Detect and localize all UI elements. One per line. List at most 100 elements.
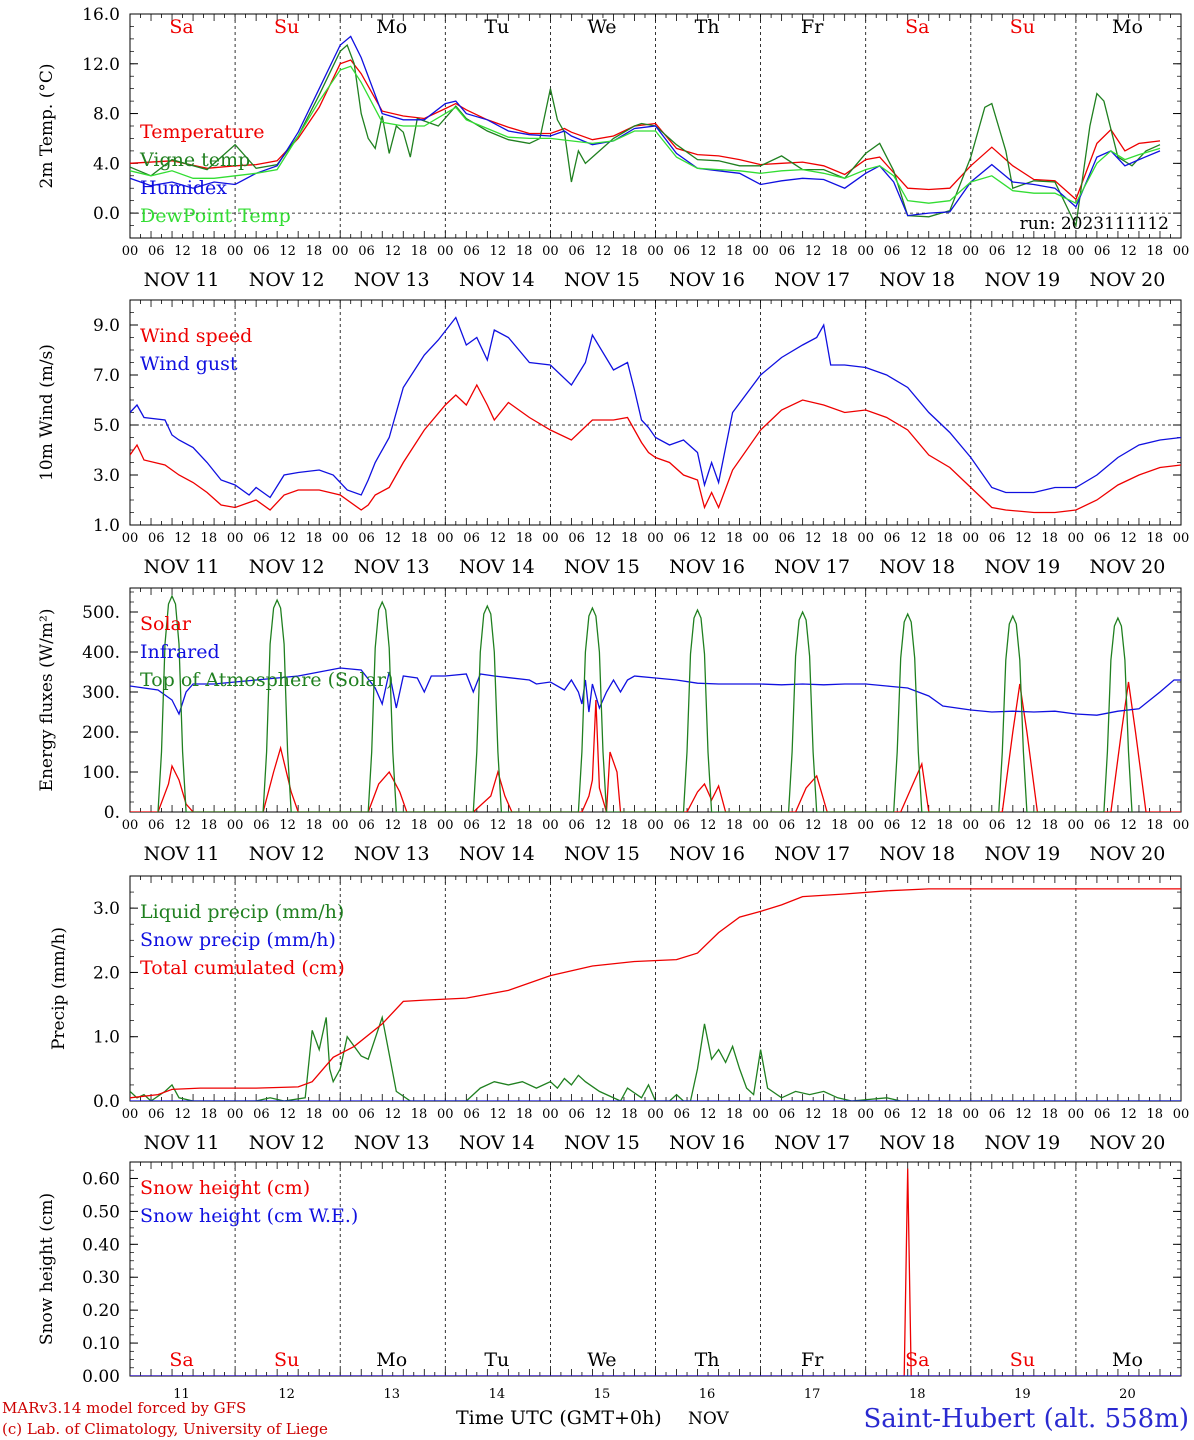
- hour-tick-label: 18: [516, 531, 533, 546]
- hour-tick-label: 00: [647, 531, 664, 546]
- y-tick-label: 3.0: [93, 899, 120, 919]
- y-tick-label: 400.: [82, 643, 120, 663]
- hour-tick-label: 18: [201, 1107, 218, 1122]
- y-tick-label: 0.10: [82, 1334, 120, 1354]
- y-tick-label: 0.: [104, 803, 120, 823]
- hour-tick-label: 06: [568, 531, 585, 546]
- hour-tick-label: 00: [647, 244, 664, 259]
- hour-tick-label: 06: [148, 531, 165, 546]
- day-label: NOV 16: [669, 556, 745, 578]
- hour-tick-label: 00: [227, 531, 244, 546]
- hour-tick-label: 06: [568, 244, 585, 259]
- hour-tick-label: 12: [700, 1107, 717, 1122]
- hour-tick-label: 12: [279, 244, 296, 259]
- hour-tick-label: 06: [148, 244, 165, 259]
- hour-tick-label: 06: [253, 531, 270, 546]
- hour-tick-label: 12: [1120, 818, 1137, 833]
- hour-tick-label: 00: [1068, 1107, 1085, 1122]
- hour-tick-label: 06: [989, 1107, 1006, 1122]
- hour-tick-label: 12: [595, 531, 612, 546]
- hour-tick-label: 00: [857, 818, 874, 833]
- hour-tick-label: 18: [306, 244, 323, 259]
- hour-tick-label: 00: [647, 818, 664, 833]
- day-label: NOV 12: [249, 843, 325, 865]
- hour-tick-label: 06: [253, 244, 270, 259]
- y-tick-label: 9.0: [93, 316, 120, 336]
- series-line-solar: [130, 681, 1181, 812]
- day-label: NOV 11: [144, 269, 220, 291]
- y-tick-label: 300.: [82, 683, 120, 703]
- weekday-label: Mo: [1112, 1349, 1143, 1371]
- day-label: NOV 15: [564, 269, 640, 291]
- hour-tick-label: 00: [752, 818, 769, 833]
- hour-tick-label: 18: [621, 1107, 638, 1122]
- day-label: NOV 13: [354, 1132, 430, 1154]
- hour-tick-label: 18: [411, 244, 428, 259]
- y-tick-label: 500.: [82, 603, 120, 623]
- day-label: NOV 20: [1090, 269, 1166, 291]
- hour-tick-label: 12: [700, 818, 717, 833]
- weekday-label: Sa: [905, 16, 929, 38]
- hour-tick-label: 18: [621, 818, 638, 833]
- plot-frame: [129, 299, 1182, 526]
- hour-tick-label: 00: [752, 531, 769, 546]
- hour-tick-label: 00: [227, 818, 244, 833]
- hour-tick-label: 06: [779, 244, 796, 259]
- series-line-infrared: [130, 667, 1181, 716]
- day-number-label: 13: [383, 1387, 400, 1402]
- y-axis-label: 10m Wind (m/s): [37, 344, 57, 481]
- y-tick-label: 3.0: [93, 466, 120, 486]
- hour-tick-label: 00: [437, 1107, 454, 1122]
- hour-tick-label: 18: [411, 1107, 428, 1122]
- day-number-label: 16: [699, 1387, 716, 1402]
- hour-tick-label: 00: [227, 244, 244, 259]
- hour-tick-label: 12: [1015, 531, 1032, 546]
- hour-tick-label: 06: [253, 818, 270, 833]
- hour-tick-label: 12: [490, 531, 507, 546]
- y-tick-label: 200.: [82, 723, 120, 743]
- y-tick-label: 0.50: [82, 1202, 120, 1222]
- weekday-label: Th: [695, 1349, 720, 1371]
- series-line-wind-speed: [130, 383, 1181, 514]
- weekday-label: Sa: [169, 1349, 193, 1371]
- day-label: NOV 18: [879, 843, 955, 865]
- hour-tick-label: 00: [1173, 531, 1190, 546]
- weekday-label: We: [587, 16, 616, 38]
- legend-entry: Total cumulated (cm): [140, 957, 345, 979]
- legend-entry: Snow height (cm): [140, 1177, 310, 1199]
- hour-tick-label: 18: [1146, 531, 1163, 546]
- weekday-label: Sa: [905, 1349, 929, 1371]
- hour-tick-label: 18: [306, 818, 323, 833]
- y-axis-label: Snow height (cm): [37, 1193, 57, 1345]
- hour-tick-label: 18: [831, 244, 848, 259]
- weekday-label: Su: [274, 1349, 299, 1371]
- y-tick-label: 1.0: [93, 1028, 120, 1048]
- hour-tick-label: 00: [1173, 1107, 1190, 1122]
- day-label: NOV 12: [249, 269, 325, 291]
- day-label: NOV 16: [669, 1132, 745, 1154]
- hour-tick-label: 00: [857, 531, 874, 546]
- series-line-wind-gust: [130, 316, 1181, 499]
- x-axis-label: Time UTC (GMT+0h): [456, 1407, 662, 1429]
- weekday-label: Fr: [801, 1349, 824, 1371]
- panel-energy: 0. 100. 200. 300. 400. 500. Energy fluxes (W/m…: [37, 587, 1189, 865]
- hour-tick-label: 00: [122, 531, 139, 546]
- hour-tick-label: 18: [201, 531, 218, 546]
- day-label: NOV 13: [354, 269, 430, 291]
- hour-tick-label: 06: [463, 531, 480, 546]
- hour-tick-label: 06: [989, 531, 1006, 546]
- hour-tick-label: 06: [358, 1107, 375, 1122]
- hour-tick-label: 12: [805, 1107, 822, 1122]
- hour-tick-label: 18: [726, 818, 743, 833]
- hour-tick-label: 00: [752, 244, 769, 259]
- hour-tick-label: 12: [490, 818, 507, 833]
- hour-tick-label: 06: [1094, 818, 1111, 833]
- hour-tick-label: 06: [674, 818, 691, 833]
- hour-tick-label: 06: [884, 244, 901, 259]
- day-number-label: 11: [173, 1387, 190, 1402]
- hour-tick-label: 00: [1068, 244, 1085, 259]
- legend-entry: Humidex: [140, 177, 227, 199]
- y-axis-label: 2m Temp. (°C): [37, 63, 57, 188]
- hour-tick-label: 18: [936, 818, 953, 833]
- hour-tick-label: 00: [437, 244, 454, 259]
